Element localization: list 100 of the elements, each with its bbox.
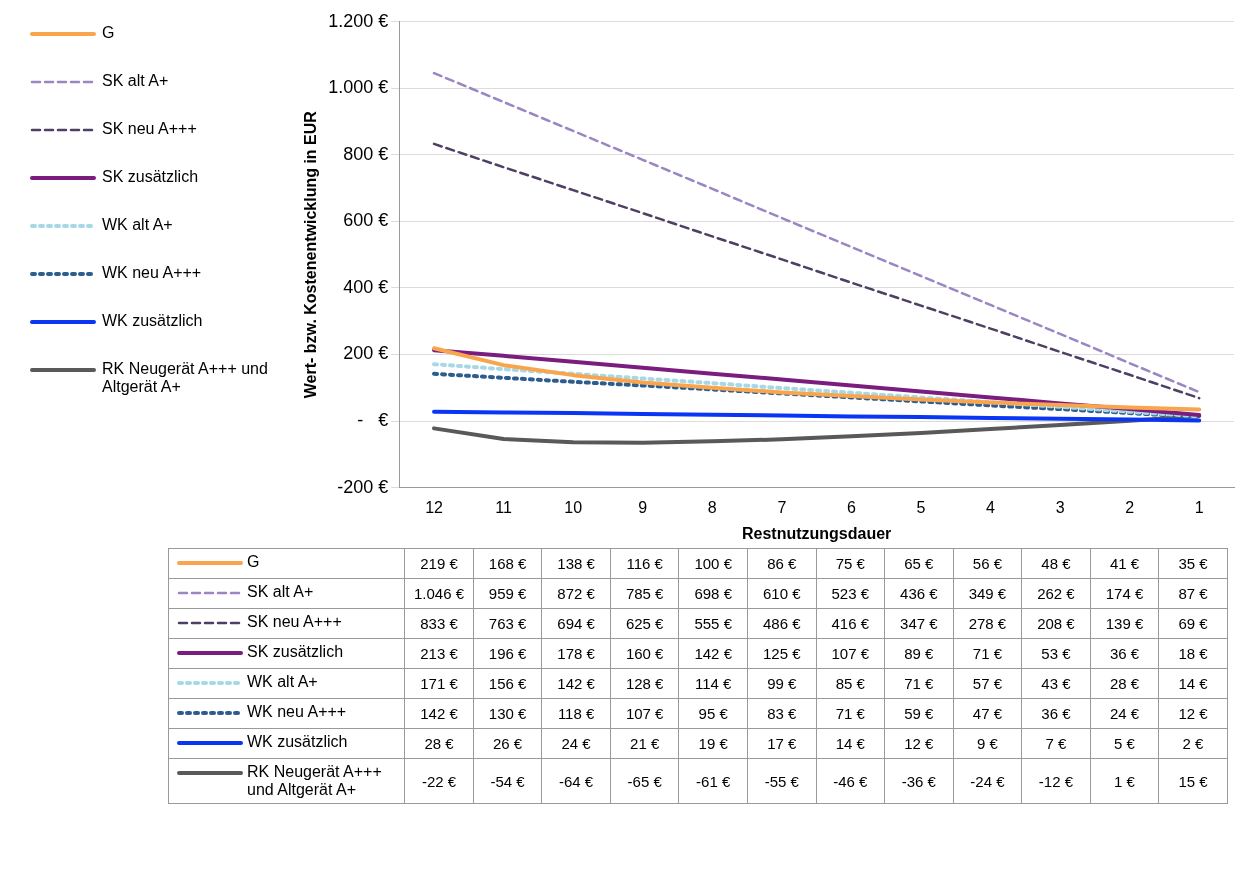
data-label: 9 € — [953, 728, 1022, 759]
data-label: 416 € — [816, 608, 885, 639]
data-label: 436 € — [884, 578, 954, 609]
x-axis-title: Restnutzungsdauer — [741, 524, 892, 542]
data-label: 2 € — [1158, 728, 1228, 759]
x-tick-label: 6 — [846, 498, 856, 516]
data-label: 59 € — [884, 698, 954, 729]
data-label: 71 € — [884, 668, 954, 699]
x-tick-label: 12 — [425, 498, 444, 516]
legend-label: SK zusätzlich — [247, 643, 344, 661]
y-tick-label: 1.000 € — [328, 77, 389, 98]
legend-label: WK neu A+++ — [102, 264, 203, 282]
data-label: 5 € — [1090, 728, 1159, 759]
legend-label: SK alt A+ — [247, 583, 314, 601]
data-label: 95 € — [678, 698, 748, 729]
text: G — [102, 24, 115, 41]
text: WK zusätzlich — [247, 733, 348, 750]
text: SK zusätzlich — [102, 168, 199, 185]
data-label: 35 € — [1158, 548, 1228, 579]
data-label: 208 € — [1021, 608, 1091, 639]
legend-label: RK Neugerät A+++ und Altgerät A+ — [102, 360, 269, 396]
data-label: 99 € — [747, 668, 817, 699]
data-label: 87 € — [1158, 578, 1228, 609]
data-label: 219 € — [404, 548, 474, 579]
data-label: 18 € — [1158, 638, 1228, 669]
data-label: 610 € — [747, 578, 817, 609]
data-label: 107 € — [816, 638, 885, 669]
data-label: 1.046 € — [404, 578, 474, 609]
data-label: 15 € — [1158, 758, 1228, 804]
data-label: 178 € — [541, 638, 611, 669]
data-label: 26 € — [473, 728, 542, 759]
data-label: 156 € — [473, 668, 542, 699]
text: SK neu A+++ — [102, 120, 197, 137]
data-label: 47 € — [953, 698, 1022, 729]
data-label: 24 € — [1090, 698, 1159, 729]
y-tick-label: 600 € — [343, 210, 389, 231]
data-label: 171 € — [404, 668, 474, 699]
data-label: 262 € — [1021, 578, 1091, 609]
data-label: 130 € — [473, 698, 542, 729]
data-label: 116 € — [610, 548, 679, 579]
data-label: 57 € — [953, 668, 1022, 699]
data-label: 174 € — [1090, 578, 1159, 609]
text: WK alt A+ — [102, 216, 173, 233]
x-tick-label: 1 — [1194, 498, 1204, 516]
data-label: 107 € — [610, 698, 679, 729]
data-label: 83 € — [747, 698, 817, 729]
data-label: 959 € — [473, 578, 542, 609]
data-label: 14 € — [816, 728, 885, 759]
data-label: 763 € — [473, 608, 542, 639]
data-label: 555 € — [678, 608, 748, 639]
text: RK Neugerät A+++ und Altgerät A+ — [247, 763, 382, 798]
data-label: 160 € — [610, 638, 679, 669]
data-label: 139 € — [1090, 608, 1159, 639]
data-label: 168 € — [473, 548, 542, 579]
y-axis-title: Wert- bzw. Kostenentwicklung in EUR — [302, 110, 320, 399]
data-label: 19 € — [678, 728, 748, 759]
data-label: 41 € — [1090, 548, 1159, 579]
data-label: 349 € — [953, 578, 1022, 609]
data-label: -55 € — [747, 758, 817, 804]
data-label: 523 € — [816, 578, 885, 609]
data-label: 347 € — [884, 608, 954, 639]
data-label: 69 € — [1158, 608, 1228, 639]
data-label: 75 € — [816, 548, 885, 579]
data-label: 694 € — [541, 608, 611, 639]
data-label: 21 € — [610, 728, 679, 759]
data-label: 7 € — [1021, 728, 1091, 759]
data-label: 785 € — [610, 578, 679, 609]
y-tick-label: - € — [357, 410, 389, 431]
data-label: 43 € — [1021, 668, 1091, 699]
data-label: -54 € — [473, 758, 542, 804]
data-label: -12 € — [1021, 758, 1091, 804]
data-label: -22 € — [404, 758, 474, 804]
data-label: 142 € — [541, 668, 611, 699]
data-label: 213 € — [404, 638, 474, 669]
data-label: 142 € — [404, 698, 474, 729]
data-label: 698 € — [678, 578, 748, 609]
data-label: 872 € — [541, 578, 611, 609]
legend-label: SK neu A+++ — [247, 613, 342, 631]
legend-label: WK zusätzlich — [102, 312, 204, 330]
data-label: 142 € — [678, 638, 748, 669]
data-label: 14 € — [1158, 668, 1228, 699]
data-label: 625 € — [610, 608, 679, 639]
data-label: 56 € — [953, 548, 1022, 579]
data-label: 36 € — [1090, 638, 1159, 669]
y-tick-label: 1.200 € — [328, 10, 389, 31]
x-tick-label: 2 — [1125, 498, 1135, 516]
legend-label: WK alt A+ — [247, 673, 318, 691]
x-tick-label: 3 — [1055, 498, 1065, 516]
y-tick-label: 200 € — [343, 343, 389, 364]
y-tick-label: 400 € — [343, 276, 389, 297]
data-label: 100 € — [678, 548, 748, 579]
data-label: 85 € — [816, 668, 885, 699]
data-label: 28 € — [1090, 668, 1159, 699]
data-label: 86 € — [747, 548, 817, 579]
data-label: 128 € — [610, 668, 679, 699]
line-series — [432, 142, 1201, 400]
data-label: 12 € — [1158, 698, 1228, 729]
data-label: 486 € — [747, 608, 817, 639]
data-label: -46 € — [816, 758, 885, 804]
x-tick-label: 8 — [707, 498, 717, 516]
